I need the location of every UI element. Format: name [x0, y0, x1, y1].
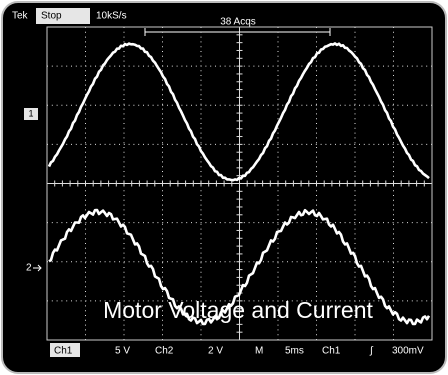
- run-state: Stop: [41, 11, 62, 22]
- sample-rate: 10kS/s: [96, 11, 127, 22]
- mode: M: [255, 346, 263, 357]
- trigger-level: 300mV: [392, 346, 424, 357]
- caption: Motor Voltage and Current: [103, 297, 373, 323]
- ch2-scale: 2 V: [208, 346, 223, 357]
- acquisitions: 38 Acqs: [220, 17, 256, 28]
- timebase: 5ms: [285, 346, 304, 357]
- ch2-marker: 2: [26, 263, 32, 274]
- ch1-marker: 1: [28, 108, 33, 118]
- oscilloscope-screen: Tek Stop 10kS/s 38 Acqs 1 2 Motor Voltag…: [0, 0, 448, 375]
- trigger-source: Ch1: [322, 346, 341, 357]
- ch1-scale: 5 V: [115, 346, 130, 357]
- brand: Tek: [12, 11, 29, 22]
- ch2-label: Ch2: [155, 346, 174, 357]
- ch1-label: Ch1: [54, 346, 73, 357]
